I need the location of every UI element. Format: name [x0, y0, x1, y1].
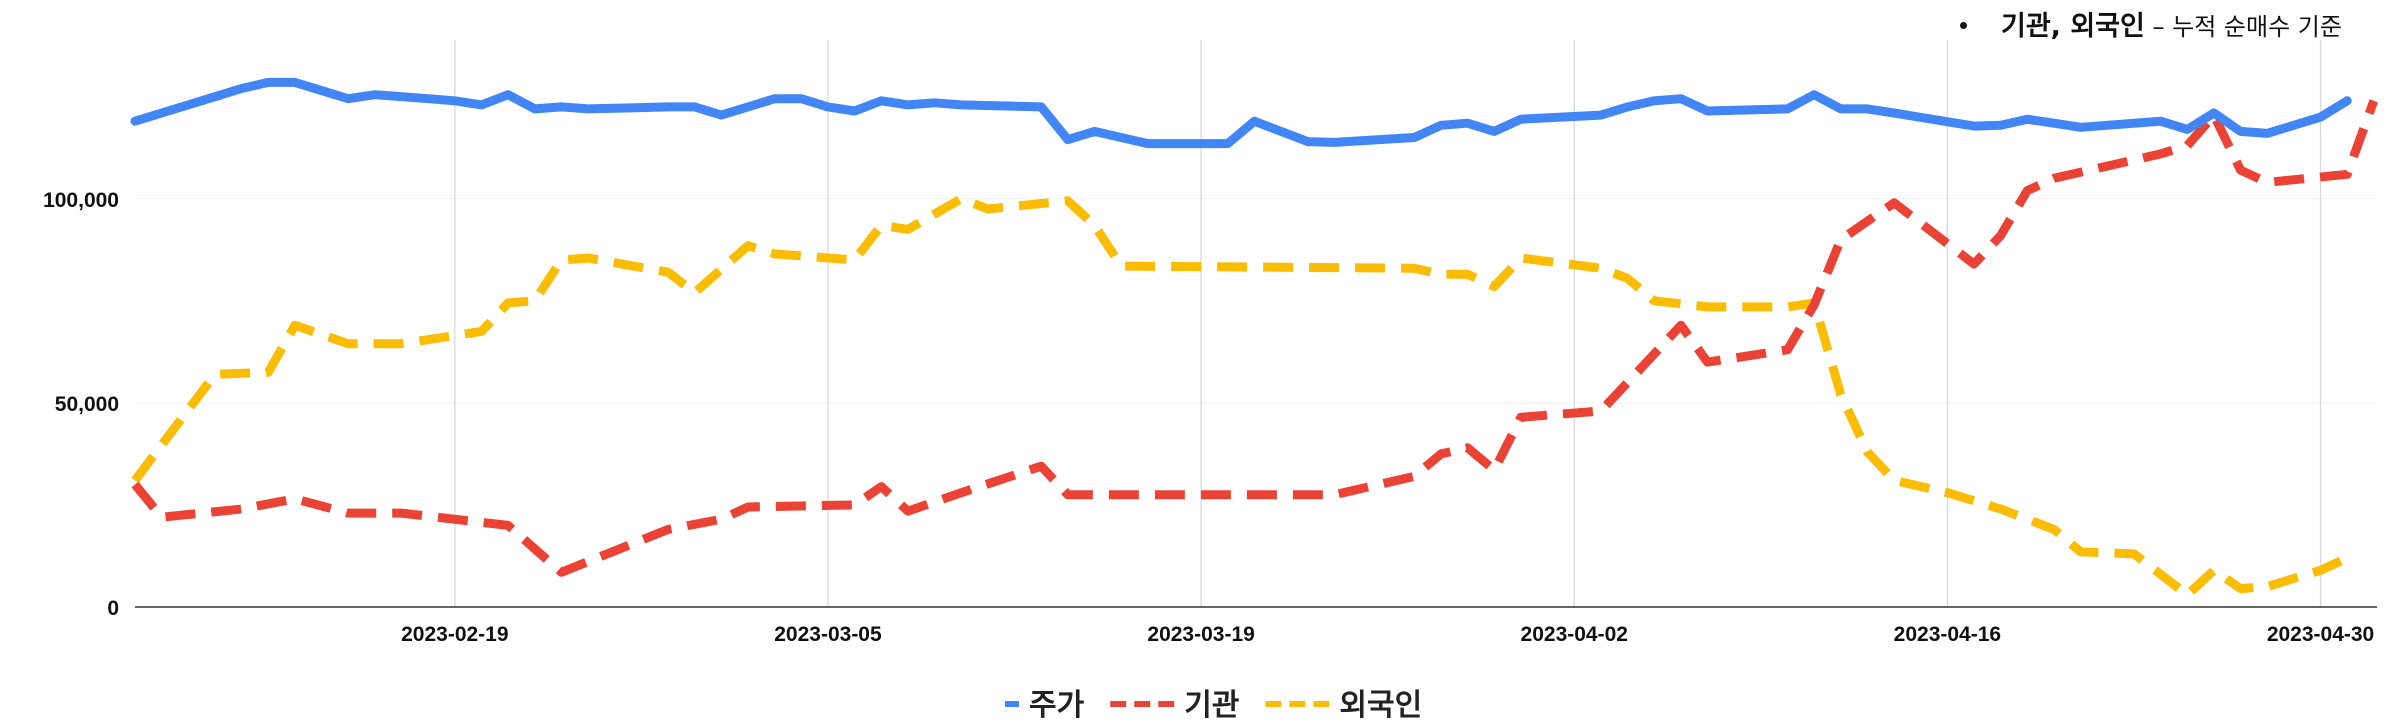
chart-note: 기관, 외국인 – 누적 순매수 기준 — [1960, 4, 2342, 43]
grid-lines — [135, 40, 2377, 607]
axes: 0 50,000 100,000 2023-02-19 2023-03-05 2023-0… — [43, 189, 2377, 646]
x-tick-label: 2023-04-16 — [1894, 623, 2001, 646]
x-tick-label: 2023-03-19 — [1147, 623, 1254, 646]
x-tick-label: 2023-03-05 — [774, 623, 882, 646]
series-line-2 — [131, 194, 2350, 600]
legend-label: 기관 — [1184, 688, 1239, 723]
y-tick-label: 50,000 — [55, 393, 119, 416]
y-tick-label: 0 — [107, 597, 119, 620]
x-tick-label: 2023-02-19 — [401, 623, 508, 646]
series-line-1 — [131, 99, 2379, 577]
series-line-0 — [130, 77, 2352, 149]
x-tick-label: 2023-04-30 — [2267, 623, 2374, 646]
x-tick-label: 2023-04-02 — [1521, 623, 1628, 646]
note-main: 기관, 외국인 — [2001, 11, 2145, 42]
legend: 주가 기관 외국인 — [1005, 688, 1422, 723]
bullet-icon — [1960, 22, 1967, 29]
y-tick-label: 100,000 — [43, 189, 119, 212]
legend-label: 외국인 — [1339, 688, 1422, 723]
series-lines — [130, 77, 2379, 600]
note-sub: – 누적 순매수 기준 — [2144, 13, 2342, 41]
legend-label: 주가 — [1029, 688, 1085, 723]
